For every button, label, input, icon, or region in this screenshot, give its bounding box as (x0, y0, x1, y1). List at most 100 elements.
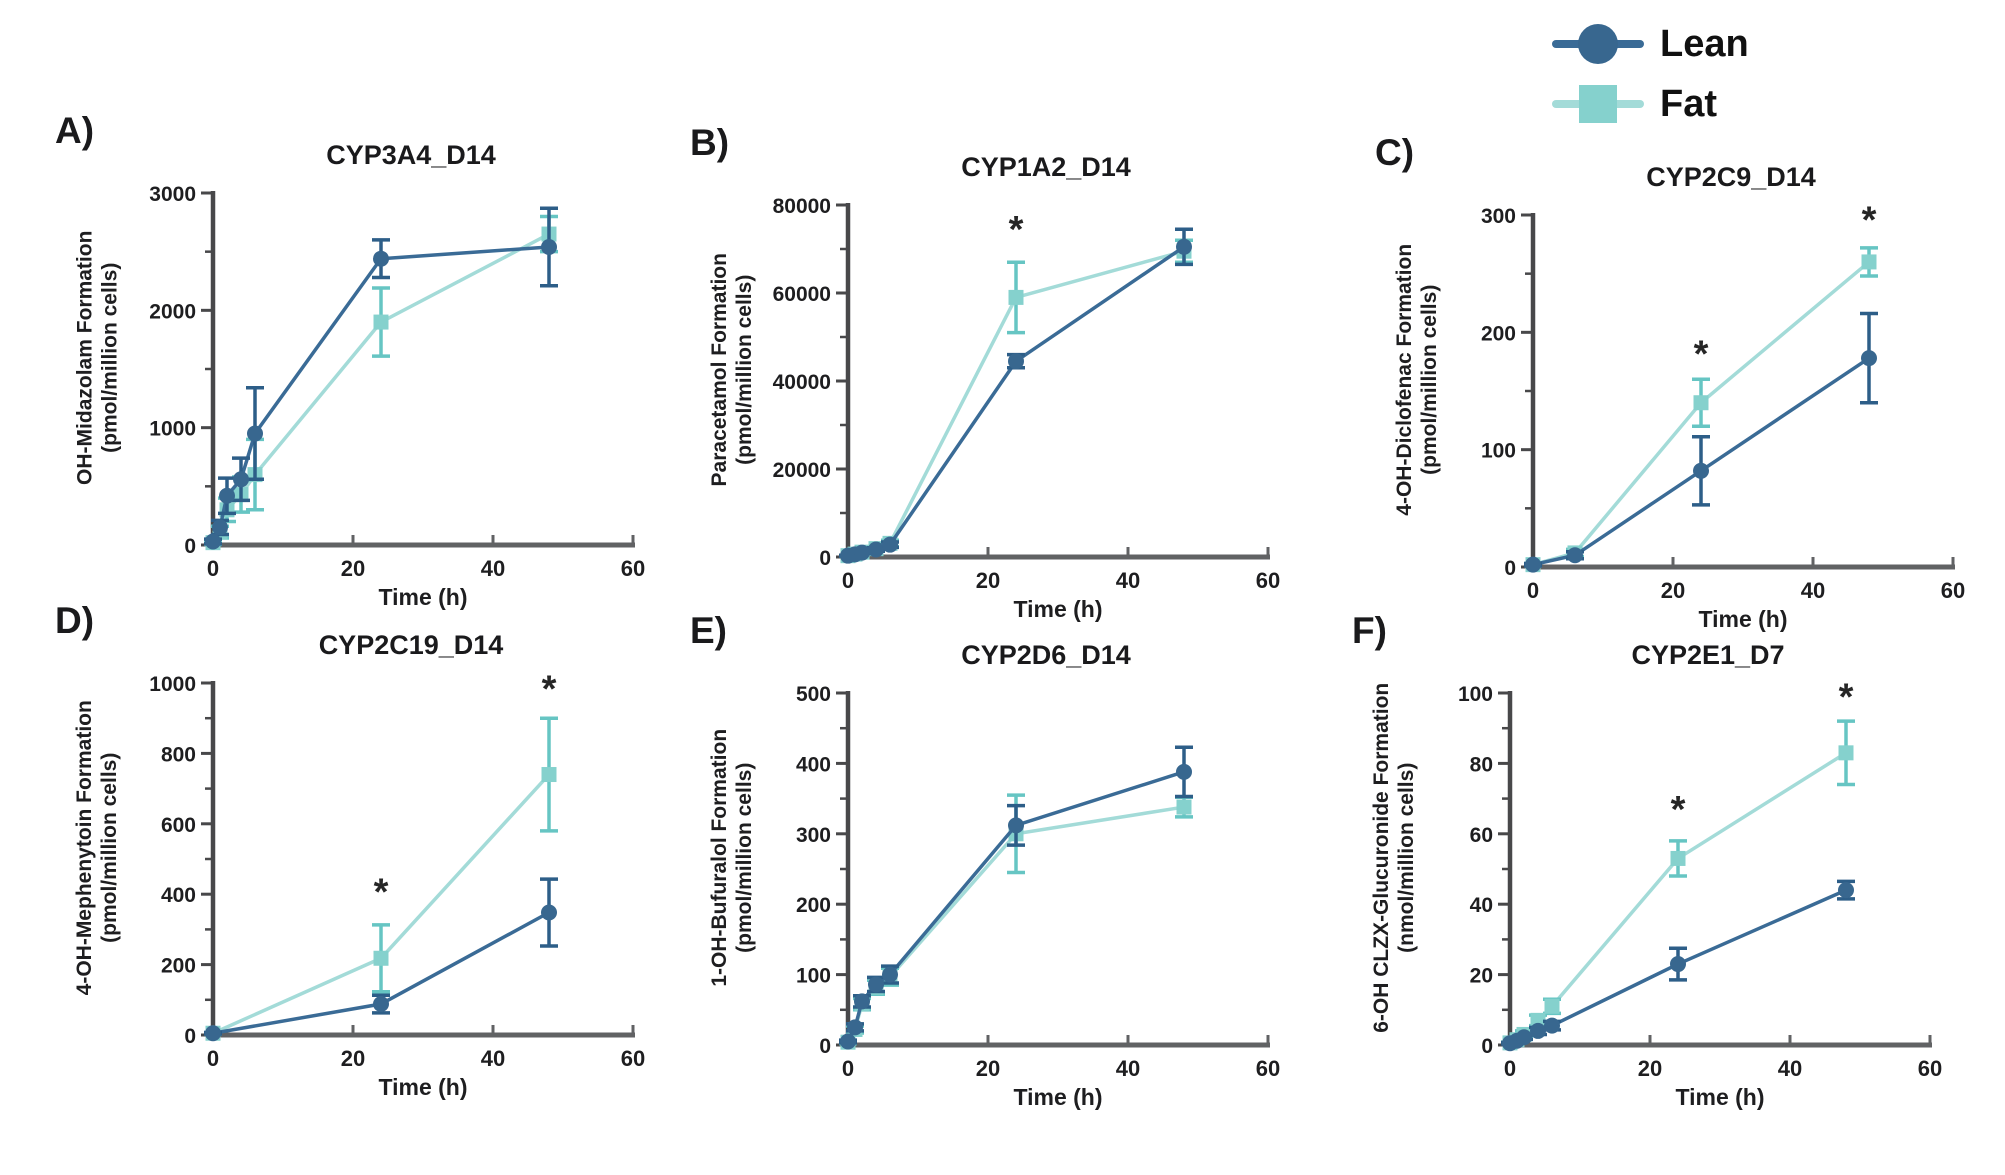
y-axis-label-c: 4-OH-Diclofenac Formation (pmol/million c… (1393, 243, 1441, 516)
lean-data-point (205, 533, 221, 550)
significance-star: * (374, 871, 389, 913)
lean-line-circle-marker-icon (1552, 22, 1644, 66)
fat-data-point (541, 767, 557, 783)
lean-data-point (854, 993, 870, 1010)
y-tick-label: 0 (819, 1035, 831, 1058)
x-tick-label: 0 (207, 556, 219, 581)
y-tick-label: 40000 (773, 371, 831, 394)
lean-data-point (1530, 1022, 1546, 1039)
chart-title-d: CYP2C19_D14 (318, 630, 504, 660)
y-tick-label: 100 (796, 965, 831, 988)
y-tick-label: 200 (796, 894, 831, 917)
significance-star: * (542, 668, 557, 710)
x-tick-label: 60 (621, 1046, 645, 1071)
y-tick-label: 0 (819, 547, 831, 570)
lean-data-point (847, 1019, 863, 1036)
y-tick-label: 100 (1458, 683, 1493, 706)
chart-title-b: CYP1A2_D14 (961, 152, 1131, 182)
y-axis-label-d: 4-OH-Mephenytoin Formation (pmol/million … (73, 699, 122, 996)
x-axis-title: Time (h) (378, 1074, 467, 1100)
lean-data-point (868, 976, 884, 993)
y-tick-label: 2000 (149, 300, 196, 323)
y-tick-label: 300 (796, 824, 831, 847)
y-tick-label: 80 (1470, 753, 1493, 776)
panel-letter-e: E) (690, 610, 727, 651)
significance-star: * (1671, 789, 1686, 831)
x-axis-title: Time (h) (1675, 1084, 1764, 1110)
lean-data-point (1516, 1029, 1532, 1046)
y-tick-label: 40 (1470, 894, 1493, 917)
y-axis-label-f: 6-OH CLZX-Glucuronide Formation (nmol/mil… (1370, 682, 1418, 1033)
y-tick-label: 0 (184, 535, 196, 558)
x-tick-label: 0 (842, 568, 854, 593)
legend-label-lean: Lean (1660, 22, 1749, 65)
x-tick-label: 60 (1256, 1056, 1280, 1081)
x-tick-label: 20 (1661, 578, 1685, 603)
panel-e: E) 1-OH-Bufuralol Formation (pmol/million… (690, 610, 1286, 1115)
chart-title-f: CYP2E1_D7 (1631, 640, 1785, 670)
chart-d: 0 200 400 600 800 1000 0 20 40 60 Time (h) * * (149, 668, 645, 1100)
y-tick-label: 200 (161, 955, 196, 978)
x-axis-title: Time (h) (1698, 606, 1787, 632)
lean-data-point (854, 544, 870, 561)
y-tick-label: 60000 (773, 283, 831, 306)
y-tick-label: 800 (161, 743, 196, 766)
y-tick-label: 600 (161, 814, 196, 837)
y-tick-label: 1000 (149, 673, 196, 696)
x-tick-label: 60 (1256, 568, 1280, 593)
x-tick-label: 0 (1504, 1056, 1516, 1081)
lean-data-point (1693, 462, 1709, 479)
x-tick-label: 20 (341, 1046, 365, 1071)
x-tick-label: 0 (207, 1046, 219, 1071)
x-tick-label: 40 (481, 1046, 505, 1071)
fat-data-point (1008, 289, 1024, 305)
y-axis-label-e: 1-OH-Bufuralol Formation (pmol/million ce… (708, 728, 757, 987)
panel-letter-a: A) (55, 110, 95, 151)
lean-data-point (233, 471, 249, 488)
y-tick-label: 0 (184, 1025, 196, 1048)
panel-d: D) 4-OH-Mephenytoin Formation (pmol/milli… (55, 600, 651, 1105)
y-axis-label-b: Paracetamol Formation (pmol/million cells… (708, 252, 756, 487)
lean-data-point (212, 519, 228, 536)
x-tick-label: 20 (1638, 1056, 1662, 1081)
x-tick-label: 40 (1778, 1056, 1802, 1081)
y-axis-label-a: OH-Midazolam Formation (pmol/million cell… (73, 230, 121, 485)
x-tick-label: 60 (1918, 1056, 1942, 1081)
lean-data-point (1176, 238, 1192, 255)
chart-a: 0 1000 2000 3000 0 20 40 60 Time (h) (149, 183, 645, 610)
fat-data-point (1544, 998, 1560, 1014)
lean-data-point (1861, 350, 1877, 367)
y-tick-label: 0 (1481, 1035, 1493, 1058)
lean-data-point (1525, 556, 1541, 573)
significance-star: * (1862, 200, 1877, 242)
y-tick-label: 80000 (773, 195, 831, 218)
x-axis-title: Time (h) (1013, 1084, 1102, 1110)
y-tick-label: 300 (1481, 205, 1516, 228)
x-tick-label: 60 (621, 556, 645, 581)
legend: Lean Fat (1552, 22, 1749, 126)
panel-letter-d: D) (55, 600, 95, 641)
panel-letter-b: B) (690, 122, 730, 163)
lean-data-point (840, 1033, 856, 1050)
lean-data-point (1176, 763, 1192, 780)
panel-letter-c: C) (1375, 132, 1415, 173)
legend-item-lean: Lean (1552, 22, 1749, 66)
y-tick-label: 0 (1504, 557, 1516, 580)
x-axis-title: Time (h) (378, 584, 467, 610)
lean-data-point (373, 250, 389, 267)
fat-data-point (373, 314, 389, 330)
x-tick-label: 0 (842, 1056, 854, 1081)
chart-f: 0 20 40 60 80 100 0 20 40 60 Time (h) * * (1458, 677, 1942, 1110)
legend-item-fat: Fat (1552, 82, 1749, 126)
fat-data-point (1670, 850, 1686, 866)
lean-data-point (1567, 547, 1583, 564)
lean-data-point (1008, 353, 1024, 370)
y-tick-label: 20 (1470, 965, 1493, 988)
lean-data-point (1008, 817, 1024, 834)
fat-data-point (1861, 254, 1877, 270)
lean-data-point (1838, 882, 1854, 899)
legend-label-fat: Fat (1660, 82, 1717, 125)
chart-title-e: CYP2D6_D14 (961, 640, 1131, 670)
panel-a: A) OH-Midazolam Formation (pmol/million c… (55, 110, 651, 615)
